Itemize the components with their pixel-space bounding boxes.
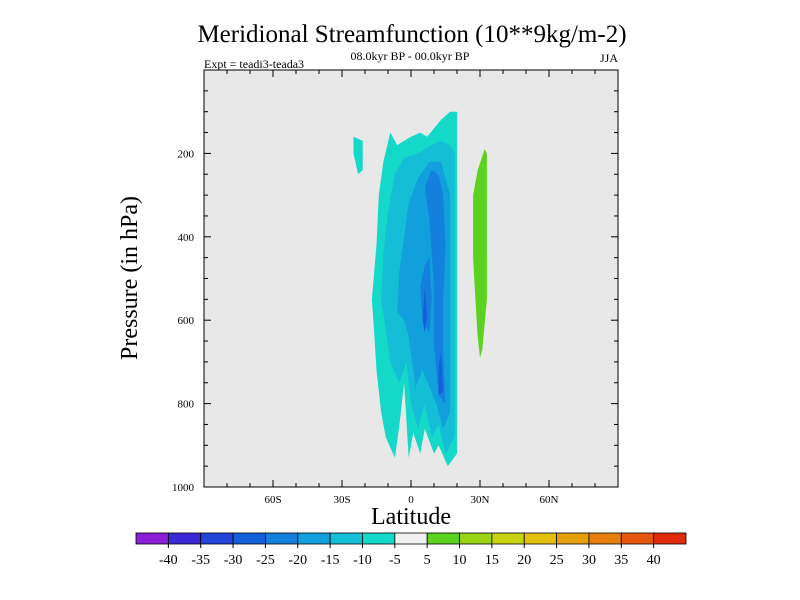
y-tick-label: 400 xyxy=(178,232,195,244)
contour-5-0 xyxy=(473,149,487,358)
colorbar-label: 20 xyxy=(517,553,531,568)
colorbar-label: 10 xyxy=(453,553,467,568)
colorbar-swatch xyxy=(426,532,460,545)
colorbar-swatch xyxy=(329,532,363,545)
colorbar-swatch xyxy=(394,532,428,545)
contour-layer xyxy=(353,111,487,467)
colorbar-swatch xyxy=(167,532,202,545)
colorbar: -40 -35 -30 -25 -20 -15 -10 -5 5 10 15 20 25 30 35 40 xyxy=(135,532,687,568)
contour-0-1 xyxy=(353,136,363,175)
colorbar-label: 30 xyxy=(582,553,596,568)
x-tick-label: 60S xyxy=(264,494,281,506)
x-tick-label: 30N xyxy=(471,494,490,506)
x-tick-label: 0 xyxy=(408,494,414,506)
colorbar-label: 25 xyxy=(550,553,564,568)
colorbar-swatch xyxy=(200,532,234,545)
contour-4-0 xyxy=(422,286,428,333)
colorbar-swatch xyxy=(459,532,493,545)
colorbar-swatch xyxy=(297,532,331,545)
colorbar-label: 40 xyxy=(647,553,661,568)
contour-4-1 xyxy=(438,353,444,396)
colorbar-label: 35 xyxy=(614,553,628,568)
x-axis-label: Latitude xyxy=(371,504,451,530)
chart-subtitle: 08.0kyr BP - 00.0kyr BP xyxy=(351,49,470,63)
colorbar-swatch xyxy=(588,532,622,545)
x-tick-label: 30S xyxy=(333,494,350,506)
colorbar-label: 15 xyxy=(485,553,499,568)
axis-ticks: 60S 30S 0 30N 60N 200 400 600 800 1000 xyxy=(172,70,618,506)
colorbar-swatch xyxy=(653,532,687,545)
y-axis-label: Pressure (in hPa) xyxy=(117,196,143,360)
colorbar-label: -30 xyxy=(224,553,243,568)
colorbar-label: -10 xyxy=(353,553,372,568)
contour-3-0 xyxy=(424,170,446,404)
colorbar-swatch xyxy=(265,532,299,545)
colorbar-swatch xyxy=(523,532,557,545)
y-tick-label: 200 xyxy=(178,148,195,160)
colorbar-swatch xyxy=(232,532,266,545)
colorbar-label: 5 xyxy=(424,553,431,568)
colorbar-swatch xyxy=(362,532,396,545)
y-tick-label: 1000 xyxy=(172,482,195,494)
colorbar-swatch xyxy=(491,532,525,545)
season-label: JJA xyxy=(600,51,618,65)
colorbar-label: -20 xyxy=(288,553,307,568)
x-tick-label: 60N xyxy=(540,494,559,506)
colorbar-swatch xyxy=(135,532,169,545)
colorbar-swatch xyxy=(556,532,590,545)
chart-title: Meridional Streamfunction (10**9kg/m-2) xyxy=(197,21,626,48)
colorbar-label: -40 xyxy=(159,553,178,568)
colorbar-label: -5 xyxy=(389,553,401,568)
colorbar-label: -25 xyxy=(256,553,275,568)
colorbar-swatch xyxy=(620,532,655,545)
y-tick-label: 800 xyxy=(178,399,195,411)
y-tick-label: 600 xyxy=(178,315,195,327)
colorbar-label: -15 xyxy=(321,553,340,568)
colorbar-label: -35 xyxy=(191,553,210,568)
experiment-label: Expt = teadi3-teada3 xyxy=(204,57,304,71)
